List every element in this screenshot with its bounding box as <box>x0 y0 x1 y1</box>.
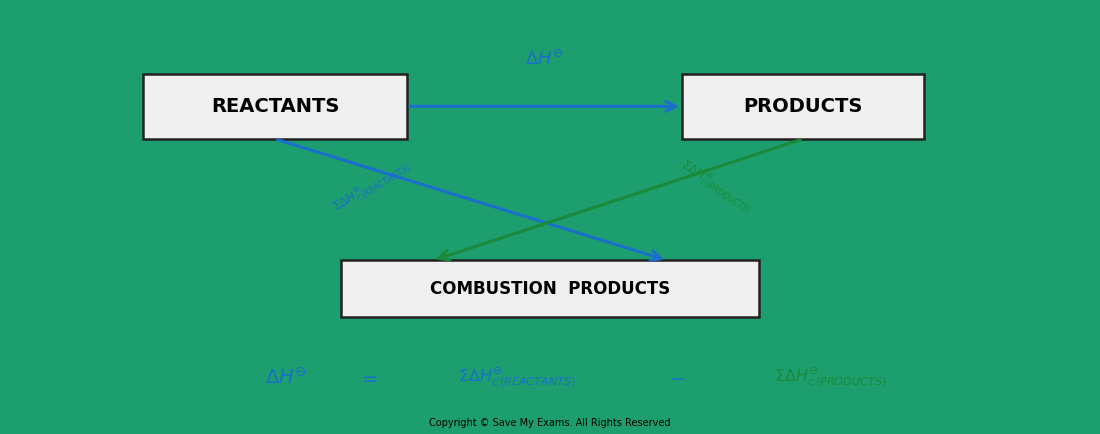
FancyBboxPatch shape <box>341 260 759 317</box>
Text: COMBUSTION  PRODUCTS: COMBUSTION PRODUCTS <box>430 279 670 298</box>
Text: REACTANTS: REACTANTS <box>211 97 339 116</box>
Text: $-$: $-$ <box>669 368 684 387</box>
Text: $\mathit{\Sigma \Delta H^{\ominus}_{c\,(PRODUCTS)}}$: $\mathit{\Sigma \Delta H^{\ominus}_{c\,(… <box>774 366 887 389</box>
Text: Copyright © Save My Exams. All Rights Reserved: Copyright © Save My Exams. All Rights Re… <box>429 418 671 428</box>
FancyBboxPatch shape <box>682 74 924 139</box>
Text: $\mathit{\Delta H^{\ominus}}$: $\mathit{\Delta H^{\ominus}}$ <box>265 367 307 388</box>
Text: $\mathit{\Delta H^{\ominus}}$: $\mathit{\Delta H^{\ominus}}$ <box>526 50 563 69</box>
Text: $\mathit{\Sigma \Delta H^{\ominus}_{c\,(REACTANTS)}}$: $\mathit{\Sigma \Delta H^{\ominus}_{c\,(… <box>330 155 414 218</box>
Text: $\mathit{\Sigma \Delta H^{\ominus}_{c\,(REACTANTS)}}$: $\mathit{\Sigma \Delta H^{\ominus}_{c\,(… <box>458 366 576 389</box>
Text: $\mathit{\Sigma \Delta H^{\ominus}_{c\,(PRODUCTS)}}$: $\mathit{\Sigma \Delta H^{\ominus}_{c\,(… <box>676 156 758 217</box>
Text: PRODUCTS: PRODUCTS <box>744 97 862 116</box>
Text: $=$: $=$ <box>359 368 378 387</box>
FancyBboxPatch shape <box>143 74 407 139</box>
